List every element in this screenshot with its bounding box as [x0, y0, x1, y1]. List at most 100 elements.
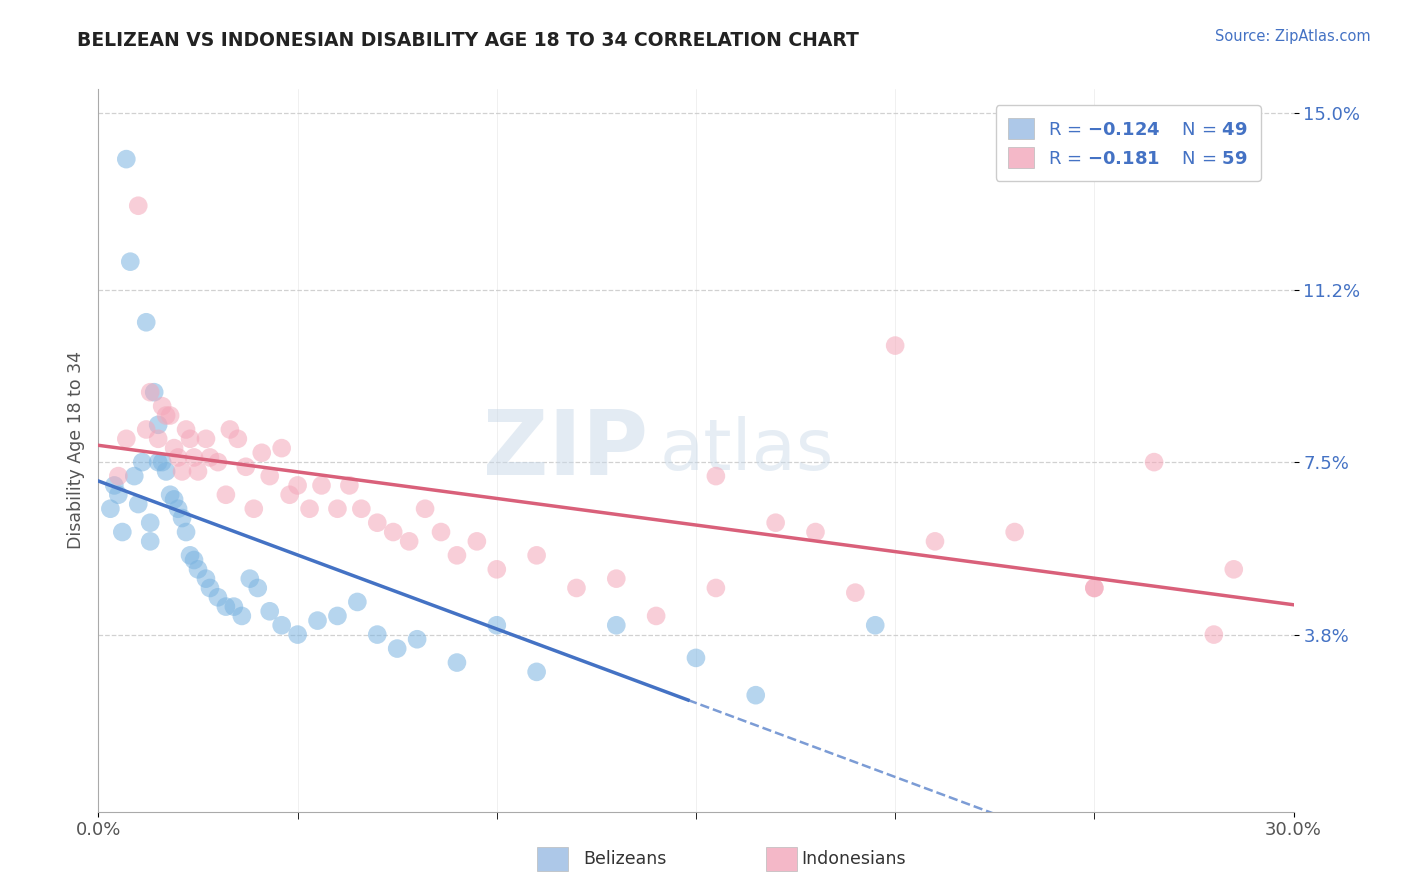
Point	[174, 524, 197, 539]
Text: Belizeans: Belizeans	[583, 850, 666, 868]
Point	[1223, 562, 1246, 576]
Point	[120, 254, 142, 268]
Point	[179, 549, 201, 563]
Point	[382, 524, 405, 539]
Point	[115, 432, 138, 446]
Point	[1004, 524, 1026, 539]
Point	[446, 656, 468, 670]
Point	[148, 455, 170, 469]
Point	[155, 465, 177, 479]
Point	[704, 581, 727, 595]
Point	[124, 469, 146, 483]
Point	[287, 627, 309, 641]
Point	[366, 627, 388, 641]
Point	[1083, 581, 1105, 595]
Point	[107, 469, 129, 483]
Point	[207, 455, 229, 469]
Point	[844, 585, 866, 599]
Point	[398, 534, 420, 549]
Point	[103, 478, 125, 492]
Point	[298, 501, 321, 516]
Point	[1083, 581, 1105, 595]
Point	[259, 469, 281, 483]
Point	[150, 399, 173, 413]
Point	[385, 641, 409, 656]
Point	[246, 581, 269, 595]
Point	[174, 422, 197, 436]
Point	[565, 581, 588, 595]
Text: atlas: atlas	[661, 416, 835, 485]
Point	[148, 432, 170, 446]
Text: Source: ZipAtlas.com: Source: ZipAtlas.com	[1215, 29, 1371, 44]
Point	[765, 516, 787, 530]
Point	[215, 599, 238, 614]
Point	[704, 469, 727, 483]
Point	[270, 618, 292, 632]
Point	[222, 599, 245, 614]
Point	[243, 501, 266, 516]
Point	[172, 511, 194, 525]
Point	[485, 562, 508, 576]
Point	[135, 422, 157, 436]
Point	[179, 432, 201, 446]
Point	[278, 488, 301, 502]
Point	[159, 409, 181, 423]
Point	[339, 478, 361, 492]
Point	[250, 446, 273, 460]
Point	[235, 459, 257, 474]
Point	[187, 562, 209, 576]
Point	[287, 478, 309, 492]
Point	[326, 609, 349, 624]
Text: BELIZEAN VS INDONESIAN DISABILITY AGE 18 TO 34 CORRELATION CHART: BELIZEAN VS INDONESIAN DISABILITY AGE 18…	[77, 31, 859, 50]
Point	[239, 572, 262, 586]
Point	[198, 450, 221, 465]
Point	[183, 450, 205, 465]
Point	[526, 665, 548, 679]
Point	[413, 501, 436, 516]
Point	[107, 488, 129, 502]
Point	[139, 516, 162, 530]
Point	[406, 632, 429, 647]
Point	[804, 524, 827, 539]
Point	[346, 595, 368, 609]
Point	[645, 609, 668, 624]
Point	[215, 488, 238, 502]
Point	[98, 501, 122, 516]
Text: ZIP: ZIP	[484, 407, 648, 494]
Point	[270, 441, 292, 455]
Point	[127, 199, 149, 213]
Point	[350, 501, 373, 516]
Point	[115, 152, 138, 166]
Point	[148, 417, 170, 432]
Point	[366, 516, 388, 530]
Point	[526, 549, 548, 563]
Point	[231, 609, 253, 624]
Point	[155, 409, 177, 423]
Point	[226, 432, 249, 446]
Point	[326, 501, 349, 516]
Point	[430, 524, 453, 539]
Point	[605, 572, 627, 586]
Point	[865, 618, 887, 632]
Point	[111, 524, 134, 539]
Point	[605, 618, 627, 632]
Point	[1202, 627, 1225, 641]
Point	[198, 581, 221, 595]
Text: Indonesians: Indonesians	[801, 850, 905, 868]
Point	[172, 465, 194, 479]
Point	[183, 553, 205, 567]
Point	[485, 618, 508, 632]
Point	[167, 450, 190, 465]
Point	[685, 651, 707, 665]
Point	[187, 465, 209, 479]
Point	[307, 614, 329, 628]
Point	[150, 455, 173, 469]
Point	[163, 492, 186, 507]
Point	[259, 604, 281, 618]
Point	[745, 688, 768, 702]
Point	[219, 422, 242, 436]
Point	[924, 534, 946, 549]
Point	[167, 501, 190, 516]
Legend: R = $\mathbf{-0.124}$    N = $\mathbf{49}$, R = $\mathbf{-0.181}$    N = $\mathb: R = $\mathbf{-0.124}$ N = $\mathbf{49}$,…	[995, 105, 1261, 180]
Point	[195, 572, 218, 586]
